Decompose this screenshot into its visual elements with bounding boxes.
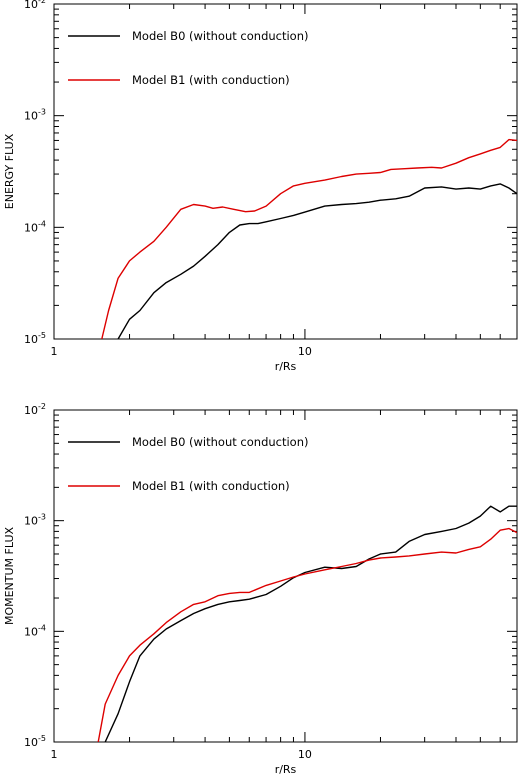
bottom-legend-label-b0: Model B0 (without conduction) [132, 435, 309, 449]
top-y-tick-base: 10 [24, 110, 38, 123]
top-y-tick-exp: -4 [38, 219, 46, 228]
top-series-line-b0 [117, 183, 517, 339]
top-y-tick-base: 10 [24, 0, 38, 11]
top-series-line-b1 [101, 138, 517, 339]
bottom-y-tick-base: 10 [24, 404, 38, 417]
bottom-y-tick-exp: -3 [38, 513, 46, 522]
top-y-tick-exp: -3 [38, 108, 46, 117]
bottom-plot-frame [53, 409, 518, 743]
top-x-tick-label: 10 [298, 345, 312, 358]
bottom-x-tick-label: 10 [298, 748, 312, 761]
bottom-y-tick-exp: -2 [38, 402, 46, 411]
top-y-tick-base: 10 [24, 221, 38, 234]
bottom-y-axis-label: MOMENTUM FLUX [3, 527, 16, 626]
bottom-y-tick-label: 10-3 [24, 513, 46, 528]
bottom-y-tick-label: 10-5 [24, 734, 46, 749]
top-plot-frame [53, 3, 518, 340]
top-x-tick-label: 1 [51, 345, 58, 358]
bottom-legend-label-b1: Model B1 (with conduction) [132, 479, 290, 493]
top-y-axis-label: ENERGY FLUX [3, 133, 16, 209]
bottom-series-line-b1 [97, 527, 517, 742]
top-y-tick-base: 10 [24, 333, 38, 346]
top-y-tick-label: 10-2 [24, 0, 46, 11]
bottom-y-tick-label: 10-4 [24, 623, 46, 638]
bottom-y-tick-label: 10-2 [24, 402, 46, 417]
top-y-tick-exp: -2 [38, 0, 46, 5]
bottom-y-tick-exp: -4 [38, 623, 46, 632]
top-x-axis-label: r/Rs [275, 360, 297, 373]
bottom-y-tick-base: 10 [24, 515, 38, 528]
top-legend-label-b0: Model B0 (without conduction) [132, 29, 309, 43]
top-y-tick-label: 10-5 [24, 331, 46, 346]
bottom-y-tick-base: 10 [24, 736, 38, 749]
top-y-tick-label: 10-3 [24, 108, 46, 123]
bottom-y-tick-exp: -5 [38, 734, 46, 743]
top-y-tick-label: 10-4 [24, 219, 46, 234]
bottom-x-tick-label: 1 [51, 748, 58, 761]
top-y-tick-exp: -5 [38, 331, 46, 340]
top-legend-label-b1: Model B1 (with conduction) [132, 73, 290, 87]
bottom-x-axis-label: r/Rs [275, 763, 297, 776]
bottom-y-tick-base: 10 [24, 625, 38, 638]
bottom-series-line-b0 [104, 505, 517, 742]
